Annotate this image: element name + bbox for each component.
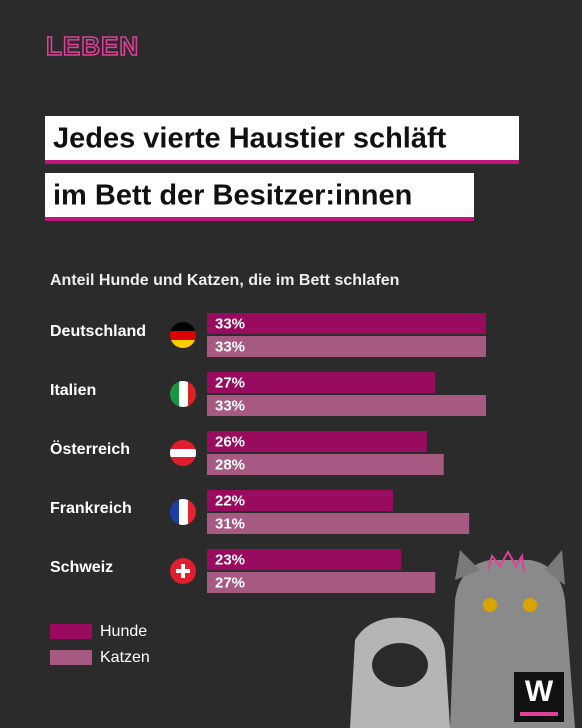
chart-title: im Bett der Besitzer:innen (53, 180, 412, 212)
flag (170, 499, 196, 525)
value-label: 22% (215, 492, 245, 509)
flag (170, 322, 196, 348)
logo: W (525, 675, 554, 708)
bar (207, 549, 402, 570)
category-label: Österreich (50, 439, 130, 458)
bar (207, 395, 486, 416)
value-label: 23% (215, 551, 245, 568)
chart-title: Jedes vierte Haustier schläft (53, 123, 447, 155)
brand: LEBEN (46, 31, 139, 61)
title-box (45, 116, 519, 163)
value-label: 31% (215, 515, 245, 532)
legend-label: Hunde (100, 623, 147, 640)
value-label: 33% (215, 397, 245, 414)
value-label: 33% (215, 338, 245, 355)
bar (207, 490, 393, 511)
value-label: 27% (215, 374, 245, 391)
bar (207, 431, 427, 452)
title-box (45, 173, 474, 220)
value-label: 26% (215, 433, 245, 450)
value-label: 28% (215, 456, 245, 473)
value-label: 27% (215, 574, 245, 591)
title-underline (45, 160, 519, 164)
logo-underline (520, 712, 558, 716)
bar (207, 572, 436, 593)
value-label: 33% (215, 315, 245, 332)
category-label: Schweiz (50, 559, 113, 576)
legend-swatch (50, 650, 92, 665)
category-label: Frankreich (50, 500, 132, 517)
category-label: Italien (50, 382, 96, 399)
bar (207, 313, 486, 334)
title-underline (45, 217, 474, 221)
flag (170, 381, 196, 407)
bar (207, 454, 444, 475)
bar (207, 372, 436, 393)
flag (170, 558, 196, 584)
category-label: Deutschland (50, 323, 146, 340)
pets-illustration (350, 549, 575, 728)
subtitle: Anteil Hunde und Katzen, die im Bett sch… (50, 272, 399, 289)
legend-swatch (50, 624, 92, 639)
flag (170, 440, 196, 466)
legend-label: Katzen (100, 649, 150, 666)
bar (207, 336, 486, 357)
bar (207, 513, 470, 534)
